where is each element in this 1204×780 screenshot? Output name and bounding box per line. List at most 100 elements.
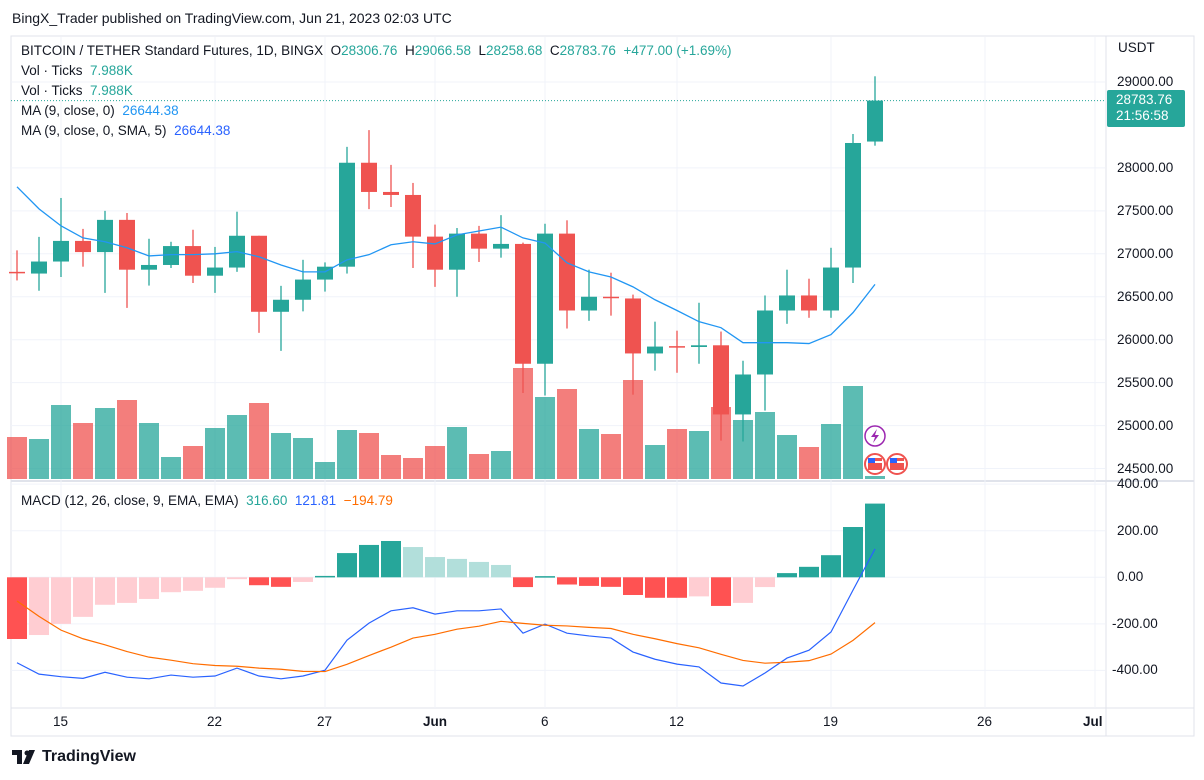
macd-histogram-bar <box>755 577 775 588</box>
time-axis-label: 22 <box>207 714 223 729</box>
macd-histogram-bar <box>293 577 313 582</box>
candle-body <box>603 296 619 299</box>
time-axis-label: 27 <box>317 714 333 729</box>
volume-bar <box>7 437 27 479</box>
macd-histogram-bar <box>865 503 885 578</box>
candle-body <box>493 243 509 249</box>
volume-bar <box>95 408 115 479</box>
candle-body <box>845 142 861 268</box>
volume-bar <box>381 455 401 479</box>
macd-histogram-bar <box>249 577 269 586</box>
macd-signal-value: −194.79 <box>343 493 393 508</box>
volume-bar <box>513 368 533 479</box>
currency-label: USDT <box>1118 40 1155 55</box>
price-axis-label: 27500.00 <box>1117 202 1174 218</box>
macd-histogram-bar <box>205 577 225 588</box>
volume-bar <box>249 403 269 479</box>
volume-bar <box>799 447 819 479</box>
macd-histogram-bar <box>95 577 115 605</box>
candle-body <box>625 298 641 354</box>
candle-body <box>801 295 817 311</box>
time-axis-label: Jun <box>423 714 448 729</box>
candle-body <box>559 233 575 311</box>
price-axis-label: 26500.00 <box>1117 288 1174 304</box>
volume-legend-2[interactable]: Vol · Ticks 7.988K <box>21 83 133 98</box>
lightning-icon <box>871 429 879 443</box>
ma-value: 26644.38 <box>122 103 179 118</box>
volume-bar <box>755 412 775 479</box>
candle-body <box>9 271 25 274</box>
candle-body <box>185 246 201 276</box>
macd-histogram-bar <box>777 573 797 578</box>
time-axis-label: 6 <box>541 714 549 729</box>
volume-bar <box>623 380 643 479</box>
volume-bar <box>579 429 599 479</box>
macd-axis-label: -400.00 <box>1112 662 1158 678</box>
time-axis-label: 19 <box>823 714 839 729</box>
macd-axis-label: -200.00 <box>1112 615 1158 631</box>
volume-bar <box>293 438 313 479</box>
volume-bar <box>689 431 709 479</box>
high-label: H <box>404 43 415 58</box>
macd-histogram-bar <box>799 566 819 578</box>
volume-bar <box>271 433 291 479</box>
volume-bar <box>865 476 885 479</box>
macd-histogram-bar <box>601 577 621 587</box>
tradingview-logo[interactable]: TradingView <box>12 748 136 766</box>
macd-histogram-bar <box>821 555 841 578</box>
last-price: 28783.76 <box>1116 92 1173 107</box>
high-value: 29066.58 <box>414 43 472 58</box>
last-price-tag: 28783.76 21:56:58 <box>1107 90 1185 127</box>
candle-body <box>361 162 377 192</box>
macd-histogram-bar <box>183 577 203 591</box>
macd-histogram-bar <box>557 577 577 585</box>
change-value: +477.00 (+1.69%) <box>623 43 732 58</box>
ma-legend-1[interactable]: MA (9, close, 0) 26644.38 <box>21 103 179 118</box>
volume-bar <box>425 446 445 479</box>
us-flag-canton <box>890 458 897 463</box>
candle-body <box>537 233 553 364</box>
candle-body <box>515 243 531 364</box>
ma-legend-2[interactable]: MA (9, close, 0, SMA, 5) 26644.38 <box>21 123 230 138</box>
close-value: 28783.76 <box>559 43 616 58</box>
chart-frame <box>10 35 1195 737</box>
macd-histogram-bar <box>491 564 511 578</box>
macd-histogram-bar <box>733 577 753 603</box>
low-value: 28258.68 <box>486 43 543 58</box>
volume-bar <box>447 427 467 479</box>
volume-value: 7.988K <box>90 83 133 98</box>
candle-body <box>427 236 443 270</box>
macd-axis-label: 0.00 <box>1117 569 1144 585</box>
macd-histogram-bar <box>623 577 643 595</box>
candle-body <box>647 346 663 354</box>
symbol-title: BITCOIN / TETHER Standard Futures, 1D, B… <box>21 43 324 58</box>
macd-histogram-value: 316.60 <box>246 493 288 508</box>
signal-line <box>16 600 876 673</box>
volume-bar <box>821 424 841 479</box>
macd-histogram-bar <box>403 547 423 578</box>
candle-body <box>383 191 399 195</box>
volume-bar <box>29 439 49 479</box>
volume-bar <box>139 423 159 479</box>
macd-legend[interactable]: MACD (12, 26, close, 9, EMA, EMA) 316.60… <box>21 493 393 508</box>
candle-body <box>75 240 91 253</box>
candle-body <box>119 219 135 270</box>
macd-histogram-bar <box>469 561 489 578</box>
volume-bar <box>117 400 137 479</box>
macd-histogram-bar <box>513 577 533 588</box>
open-value: 28306.76 <box>341 43 398 58</box>
volume-label: Vol · Ticks <box>21 63 83 78</box>
candle-body <box>449 233 465 270</box>
price-axis-label: 28000.00 <box>1117 159 1174 175</box>
candle-body <box>471 233 487 249</box>
low-label: L <box>478 43 487 58</box>
macd-line-value: 121.81 <box>294 493 337 508</box>
time-axis-label: 12 <box>669 714 685 729</box>
macd-axis-label: 200.00 <box>1117 522 1159 538</box>
ma-line <box>16 186 876 345</box>
candle-body <box>141 264 157 270</box>
macd-axis-label: 400.00 <box>1117 476 1159 492</box>
volume-bar <box>337 430 357 479</box>
volume-legend-1[interactable]: Vol · Ticks 7.988K <box>21 63 133 78</box>
